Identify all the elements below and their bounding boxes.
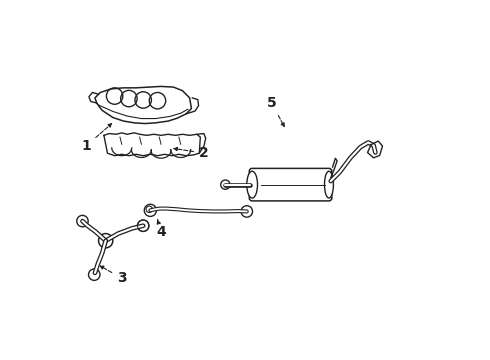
- Circle shape: [98, 234, 113, 248]
- FancyBboxPatch shape: [249, 168, 332, 201]
- Circle shape: [241, 206, 252, 217]
- Text: 2: 2: [174, 146, 209, 160]
- Text: 3: 3: [100, 266, 126, 285]
- Circle shape: [89, 269, 100, 280]
- Circle shape: [77, 215, 88, 227]
- Circle shape: [138, 220, 149, 231]
- Ellipse shape: [247, 171, 258, 198]
- Circle shape: [146, 206, 152, 212]
- Circle shape: [220, 180, 230, 189]
- Text: 1: 1: [81, 124, 112, 153]
- Circle shape: [144, 204, 156, 216]
- Text: 4: 4: [156, 219, 166, 239]
- Text: 5: 5: [267, 96, 284, 126]
- Ellipse shape: [324, 171, 333, 198]
